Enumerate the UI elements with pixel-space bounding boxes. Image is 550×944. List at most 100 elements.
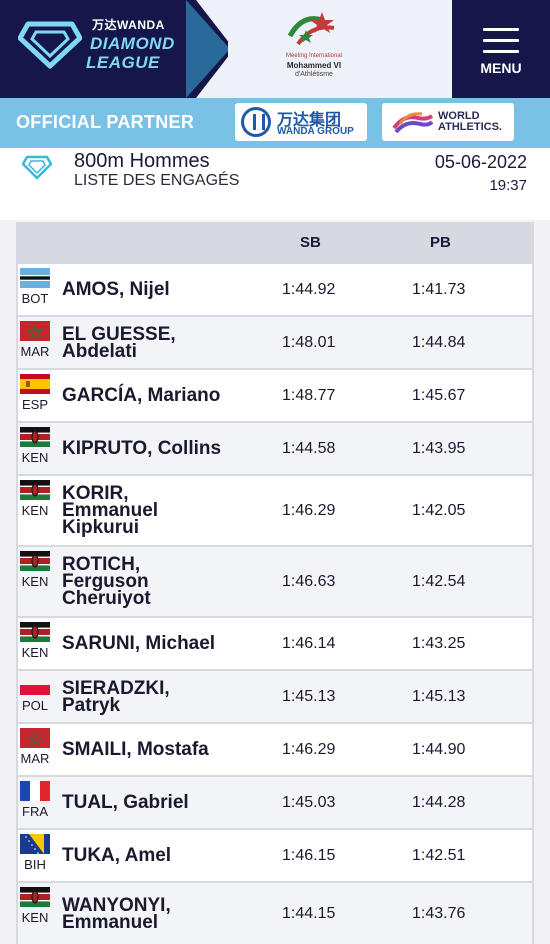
athlete-name-line: SARUNI, Michael <box>62 633 216 654</box>
flag-ken-icon <box>20 480 50 500</box>
world-athletics-text: WORLD ATHLETICS. <box>438 111 502 133</box>
table-row[interactable]: KEN KIPRUTO, Collins 1:44.58 1:43.95 <box>18 423 532 474</box>
column-header-pb: PB <box>430 234 451 251</box>
menu-panel <box>452 0 550 98</box>
athlete-name[interactable]: AMOS, Nijel <box>62 279 170 300</box>
wanda-group-logo[interactable]: 万达集团 WANDA GROUP <box>235 103 367 141</box>
nationality-code: BIH <box>24 857 46 872</box>
table-row[interactable]: FRA TUAL, Gabriel 1:45.03 1:44.28 <box>18 777 532 828</box>
table-row[interactable]: ESP GARCÍA, Mariano 1:48.77 1:45.67 <box>18 370 532 421</box>
personal-best: 1:45.13 <box>412 688 466 705</box>
brand-title-line1: DIAMOND <box>90 34 175 53</box>
nationality-code: FRA <box>22 804 48 819</box>
table-header: SB PB <box>16 222 534 262</box>
athlete-name-line: EL GUESSE, <box>62 324 176 345</box>
flag-mar-icon <box>20 321 50 341</box>
flag-fra-icon <box>20 781 50 801</box>
athlete-name-line: Emmanuel <box>62 912 159 933</box>
season-best: 1:44.15 <box>282 905 336 922</box>
flag-mar-icon <box>20 728 50 748</box>
athlete-name-line: Abdelati <box>62 341 137 362</box>
world-athletics-swoosh-icon <box>392 112 434 134</box>
table-row[interactable]: POL SIERADZKI, Patryk 1:45.13 1:45.13 <box>18 671 532 722</box>
table-row[interactable]: KEN WANYONYI, Emmanuel 1:44.15 1:43.76 <box>18 883 532 944</box>
athlete-name[interactable]: GARCÍA, Mariano <box>62 385 221 406</box>
meeting-star-logo-icon <box>287 12 335 46</box>
athlete-name[interactable]: SMAILI, Mostafa <box>62 739 209 760</box>
nationality-code: KEN <box>21 503 49 518</box>
column-header-sb: SB <box>300 234 321 251</box>
partner-label: OFFICIAL PARTNER <box>16 112 195 132</box>
athlete-name-line: Patryk <box>62 695 121 716</box>
meeting-line2: Mohammed VI <box>286 61 342 70</box>
athlete-name-line: Kipkurui <box>62 517 140 538</box>
wanda-emblem-icon <box>241 107 271 137</box>
season-best: 1:45.13 <box>282 688 336 705</box>
entries-table: SB PB BOT AMOS, Nijel 1:44.92 1:41.73 MAR EL … <box>16 222 534 944</box>
table-row[interactable]: MAR EL GUESSE, Abdelati 1:48.01 1:44.84 <box>18 317 532 368</box>
official-partner-bar: OFFICIAL PARTNER 万达集团 WANDA GROUP WORLD … <box>0 98 550 148</box>
brand-title-line2: LEAGUE <box>86 53 160 72</box>
wa-line2: ATHLETICS. <box>438 121 502 133</box>
athlete-name-line: KORIR, <box>62 483 129 504</box>
event-date: 05-06-2022 <box>434 152 527 172</box>
hamburger-icon <box>483 28 519 61</box>
season-best: 1:46.14 <box>282 635 336 652</box>
personal-best: 1:45.67 <box>412 387 466 404</box>
athlete-name-line: Emmanuel <box>62 500 159 521</box>
athlete-name-line: Cheruiyot <box>62 588 151 609</box>
flag-bot-icon <box>20 268 50 288</box>
table-row[interactable]: MAR SMAILI, Mostafa 1:46.29 1:44.90 <box>18 724 532 775</box>
season-best: 1:45.03 <box>282 794 336 811</box>
world-athletics-logo[interactable]: WORLD ATHLETICS. <box>382 103 514 141</box>
season-best: 1:48.01 <box>282 334 336 351</box>
flag-bih-icon <box>20 834 50 854</box>
personal-best: 1:41.73 <box>412 281 466 298</box>
event-info: 800m Hommes LISTE DES ENGAGÉS 05-06-2022… <box>0 148 550 220</box>
athlete-name[interactable]: KIPRUTO, Collins <box>62 438 222 459</box>
athlete-name[interactable]: SIERADZKI, Patryk <box>62 678 170 716</box>
event-title: 800m Hommes <box>74 150 210 172</box>
table-row[interactable]: KEN ROTICH, Ferguson Cheruiyot 1:46.63 1:42.5… <box>18 547 532 616</box>
meeting-line1: Meeting International <box>285 53 343 59</box>
athlete-name[interactable]: TUKA, Amel <box>62 845 172 866</box>
menu-button[interactable]: MENU <box>452 0 550 98</box>
season-best: 1:44.58 <box>282 440 336 457</box>
nationality-code: ESP <box>21 397 48 412</box>
wanda-cn-text: 万达集团 <box>277 112 342 129</box>
flag-esp-icon <box>20 374 50 394</box>
athlete-name-line: KIPRUTO, Collins <box>62 438 222 459</box>
table-row[interactable]: KEN SARUNI, Michael 1:46.14 1:43.25 <box>18 618 532 669</box>
athlete-name[interactable]: EL GUESSE, Abdelati <box>62 324 176 362</box>
athlete-name[interactable]: WANYONYI, Emmanuel <box>62 896 171 933</box>
athlete-name-line: GARCÍA, Mariano <box>62 385 221 406</box>
personal-best: 1:43.95 <box>412 440 466 457</box>
athlete-name[interactable]: KORIR, Emmanuel Kipkurui <box>62 483 159 538</box>
personal-best: 1:43.25 <box>412 635 466 652</box>
meeting-line3: d'Athlétisme <box>295 71 333 78</box>
athlete-name-line: AMOS, Nijel <box>62 279 170 300</box>
athlete-name[interactable]: TUAL, Gabriel <box>62 793 189 812</box>
diamond-icon <box>22 155 52 180</box>
season-best: 1:46.29 <box>282 502 336 519</box>
top-header: 万达WANDA DIAMOND LEAGUE Meeting Internati… <box>0 0 550 98</box>
athlete-name-line: SIERADZKI, <box>62 678 170 699</box>
table-row[interactable]: KEN KORIR, Emmanuel Kipkurui 1:46.29 1:42.05 <box>18 476 532 545</box>
athlete-name[interactable]: ROTICH, Ferguson Cheruiyot <box>62 555 151 609</box>
personal-best: 1:43.76 <box>412 905 466 922</box>
athlete-name-line: TUKA, Amel <box>62 845 172 866</box>
nationality-code: MAR <box>20 751 50 766</box>
table-row[interactable]: BOT AMOS, Nijel 1:44.92 1:41.73 <box>18 264 532 315</box>
athlete-name-line: SMAILI, Mostafa <box>62 739 209 760</box>
diamond-league-panel[interactable]: 万达WANDA DIAMOND LEAGUE <box>0 0 228 98</box>
nationality-code: MAR <box>20 344 50 359</box>
personal-best: 1:42.54 <box>412 573 466 590</box>
nationality-code: KEN <box>21 450 49 465</box>
event-time: 19:37 <box>489 177 527 194</box>
table-row[interactable]: BIH TUKA, Amel 1:46.15 1:42.51 <box>18 830 532 881</box>
flag-ken-icon <box>20 427 50 447</box>
athlete-name[interactable]: SARUNI, Michael <box>62 633 216 654</box>
flag-ken-icon <box>20 551 50 571</box>
meeting-logo-panel[interactable] <box>196 0 452 98</box>
nationality-code: KEN <box>21 645 49 660</box>
